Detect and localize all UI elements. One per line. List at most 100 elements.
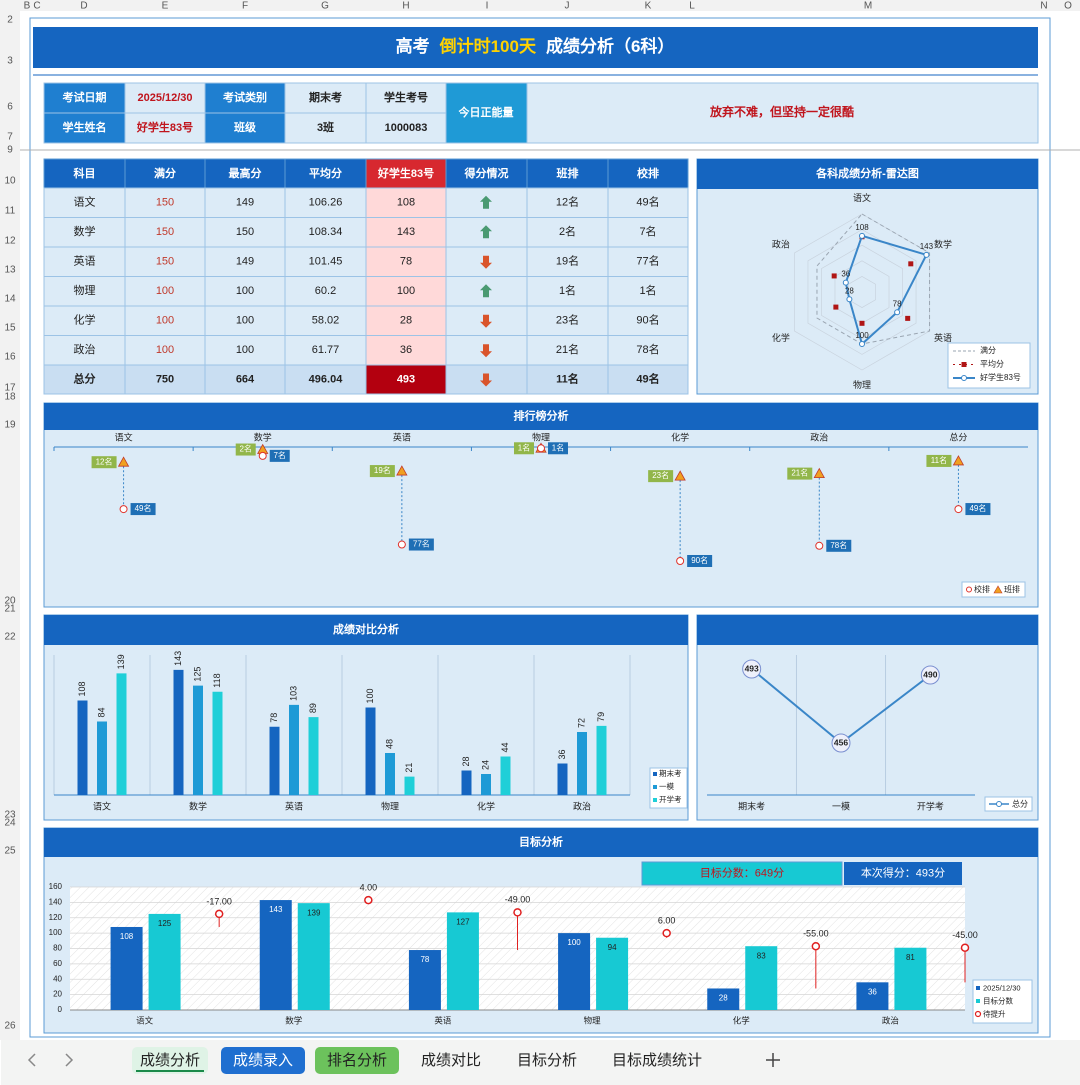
table-text: 150 xyxy=(236,226,254,238)
table-text: 149 xyxy=(236,197,254,209)
info-text: 班级 xyxy=(234,120,257,134)
radar-value-label: 108 xyxy=(855,223,869,232)
rank-label-box xyxy=(369,465,395,478)
table-cell xyxy=(607,364,689,395)
column-header: B xyxy=(24,1,31,12)
table-text: 7名 xyxy=(639,224,656,238)
column-header: H xyxy=(402,1,409,12)
column-header: G xyxy=(321,1,329,12)
tab-next[interactable] xyxy=(65,1053,74,1067)
table-cell xyxy=(284,217,367,248)
bar xyxy=(745,946,778,1010)
sheet-tab: 目标成绩统计 xyxy=(612,1052,702,1069)
line-value-label: 490 xyxy=(923,669,937,679)
y-tick-label: 20 xyxy=(53,990,62,999)
rank-label-box xyxy=(235,443,256,456)
table-cell xyxy=(124,276,206,307)
y-tick-label: 100 xyxy=(49,928,63,937)
title-part: 成绩分析（6科） xyxy=(546,36,674,56)
trend-down-icon xyxy=(480,373,492,387)
row-header: 26 xyxy=(4,1021,16,1032)
school-rank-label: 77名 xyxy=(413,539,430,549)
column-header: L xyxy=(689,1,695,12)
table-text: 150 xyxy=(156,197,174,209)
table-header-cell xyxy=(284,158,367,189)
radar-value-label: 36 xyxy=(841,270,850,279)
table-cell xyxy=(365,187,447,218)
row-header: 13 xyxy=(4,265,16,276)
info-text: 期末考 xyxy=(309,90,342,104)
info-text: 学生考号 xyxy=(384,90,428,104)
bar xyxy=(212,691,223,795)
table-text: 664 xyxy=(236,373,255,385)
info-text: 考试日期 xyxy=(63,90,107,104)
bar-value-label: 24 xyxy=(480,760,490,770)
bar-value-label: 48 xyxy=(384,739,394,749)
bar xyxy=(894,947,927,1010)
school-rank-label: 49名 xyxy=(135,503,152,513)
x-tick-label: 化学 xyxy=(671,431,689,442)
table-text: 1名 xyxy=(639,283,656,297)
radar-marker xyxy=(842,279,849,286)
info-cell xyxy=(445,82,528,144)
table-cell xyxy=(526,246,609,277)
panel-title: 目标分析 xyxy=(519,834,563,848)
panel-title-bar xyxy=(44,403,1038,430)
legend-label: 满分 xyxy=(980,345,996,355)
info-cell xyxy=(43,82,126,114)
column-header: D xyxy=(80,1,87,12)
bar-value-label: 139 xyxy=(116,654,126,669)
row-header: 19 xyxy=(4,420,16,431)
table-cell xyxy=(204,246,286,277)
bar xyxy=(404,776,415,795)
table-text: 150 xyxy=(156,256,174,268)
tab-bg[interactable] xyxy=(221,1047,305,1074)
school-rank-label: 7名 xyxy=(273,450,285,460)
tab-bg[interactable] xyxy=(132,1047,208,1074)
radar-category: 物理 xyxy=(853,379,871,390)
class-rank-label: 19名 xyxy=(374,465,391,475)
school-rank-marker xyxy=(397,540,406,549)
table-text: 58.02 xyxy=(312,315,340,327)
info-cell xyxy=(204,112,286,144)
table-cell xyxy=(124,364,206,395)
x-tick-label: 一模 xyxy=(832,801,850,811)
title-part: 高考 xyxy=(396,36,430,56)
column-header: K xyxy=(645,1,652,12)
bar xyxy=(408,950,441,1010)
tab-prev[interactable] xyxy=(27,1053,36,1067)
column-header: F xyxy=(242,1,248,12)
x-tick-label: 总分 xyxy=(949,431,967,442)
bar-value-label: 100 xyxy=(365,688,375,703)
radar-marker xyxy=(859,341,865,347)
panel xyxy=(696,614,1039,821)
legend-label: 好学生83号 xyxy=(980,372,1021,382)
tab-add[interactable] xyxy=(766,1053,780,1067)
bar xyxy=(97,721,107,795)
x-tick-label: 政治 xyxy=(810,431,828,442)
tab-bg[interactable] xyxy=(315,1047,399,1074)
bar xyxy=(110,926,143,1010)
gap-value-label: -49.00 xyxy=(505,895,531,905)
class-rank-label: 2名 xyxy=(239,444,251,454)
x-tick-label: 语文 xyxy=(136,1015,154,1025)
y-tick-label: 160 xyxy=(49,882,63,891)
table-cell xyxy=(607,305,689,336)
rank-label-box xyxy=(548,442,568,455)
row-header: 25 xyxy=(4,846,16,857)
title-countdown: 倒计时100天 xyxy=(439,36,537,56)
table-text: 2名 xyxy=(559,224,576,238)
school-rank-marker xyxy=(815,541,824,550)
legend-box xyxy=(961,581,1026,598)
x-tick-label: 开学考 xyxy=(917,800,944,811)
table-cell xyxy=(204,276,286,307)
row-header: 21 xyxy=(4,604,16,615)
row-header: 22 xyxy=(4,632,16,643)
bar-value-label: 118 xyxy=(212,673,222,687)
table-text: 78 xyxy=(400,256,412,268)
info-text: 学生姓名 xyxy=(63,120,107,134)
legend-swatch xyxy=(976,986,980,990)
panel-title-bar xyxy=(44,828,1038,857)
y-tick-label: 60 xyxy=(53,959,62,968)
panel-title: 成绩对比分析 xyxy=(333,622,399,636)
